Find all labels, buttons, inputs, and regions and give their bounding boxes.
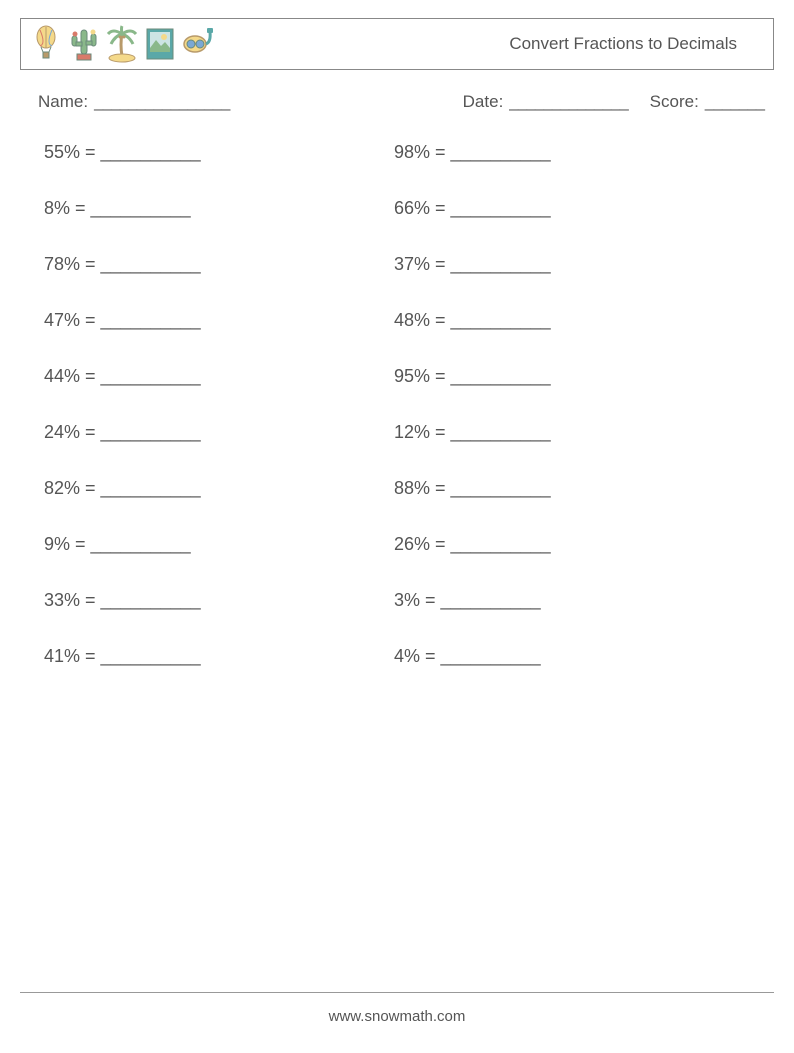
problem-item: 78% = __________ — [44, 254, 394, 275]
problem-item: 48% = __________ — [394, 310, 744, 331]
photo-icon — [143, 24, 177, 64]
name-field: Name: ________________ — [38, 92, 229, 112]
snorkel-icon — [181, 24, 215, 64]
score-label: Score: — [650, 92, 699, 112]
problem-item: 4% = __________ — [394, 646, 744, 667]
worksheet-title: Convert Fractions to Decimals — [509, 34, 759, 54]
date-label: Date: — [463, 92, 504, 112]
problem-column-2: 98% = __________ 66% = __________ 37% = __… — [394, 142, 744, 667]
footer-divider — [20, 992, 774, 993]
worksheet-page: Convert Fractions to Decimals Name: ____… — [0, 0, 794, 1053]
problem-item: 98% = __________ — [394, 142, 744, 163]
problem-item: 8% = __________ — [44, 198, 394, 219]
problem-item: 47% = __________ — [44, 310, 394, 331]
problem-item: 44% = __________ — [44, 366, 394, 387]
problem-item: 37% = __________ — [394, 254, 744, 275]
date-score-group: Date: ______________ Score: _______ — [463, 92, 764, 112]
name-blank: ________________ — [94, 92, 229, 112]
palm-icon — [105, 24, 139, 64]
header-box: Convert Fractions to Decimals — [20, 18, 774, 70]
problem-item: 9% = __________ — [44, 534, 394, 555]
problem-item: 41% = __________ — [44, 646, 394, 667]
info-row: Name: ________________ Date: ___________… — [20, 92, 774, 112]
problem-item: 66% = __________ — [394, 198, 744, 219]
header-icons — [29, 24, 215, 64]
problem-column-1: 55% = __________ 8% = __________ 78% = ___… — [44, 142, 394, 667]
balloon-icon — [29, 24, 63, 64]
problems-area: 55% = __________ 8% = __________ 78% = ___… — [20, 142, 774, 667]
problem-item: 24% = __________ — [44, 422, 394, 443]
problem-item: 26% = __________ — [394, 534, 744, 555]
problem-item: 55% = __________ — [44, 142, 394, 163]
problem-item: 3% = __________ — [394, 590, 744, 611]
name-label: Name: — [38, 92, 88, 112]
score-blank: _______ — [705, 92, 764, 112]
problem-item: 12% = __________ — [394, 422, 744, 443]
footer-text: www.snowmath.com — [0, 1008, 794, 1025]
problem-item: 95% = __________ — [394, 366, 744, 387]
problem-item: 88% = __________ — [394, 478, 744, 499]
cactus-icon — [67, 24, 101, 64]
date-blank: ______________ — [509, 92, 627, 112]
problem-item: 33% = __________ — [44, 590, 394, 611]
problem-item: 82% = __________ — [44, 478, 394, 499]
